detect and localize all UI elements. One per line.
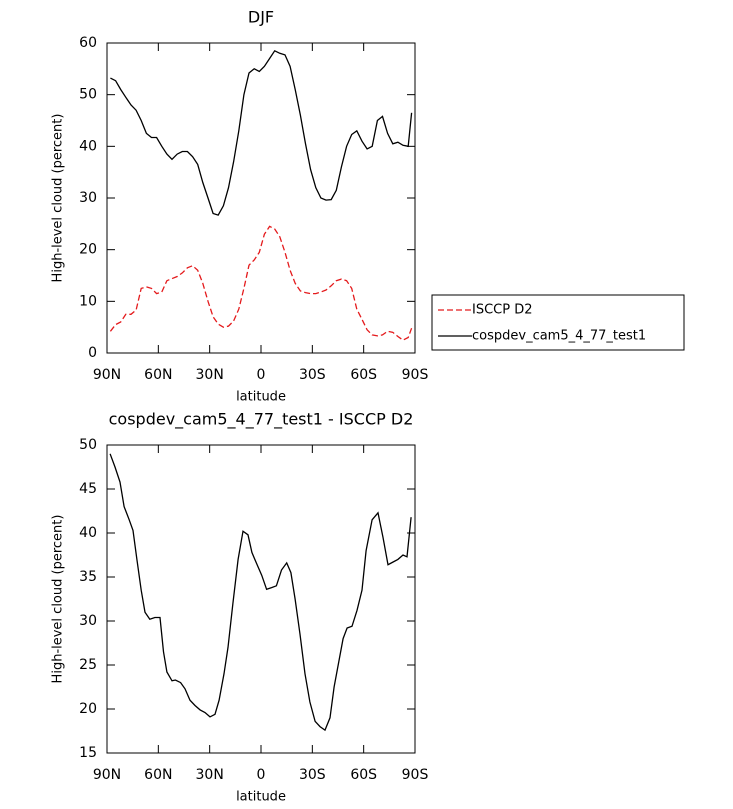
x-tick-label: 30N	[196, 767, 224, 783]
y-tick-label: 60	[79, 35, 97, 51]
x-tick-label: 30S	[299, 367, 326, 383]
x-tick-label: 90N	[93, 767, 121, 783]
y-tick-label: 50	[79, 87, 97, 103]
x-tick-label: 90S	[402, 367, 429, 383]
y-tick-label: 20	[79, 701, 97, 717]
x-tick-label: 90N	[93, 367, 121, 383]
y-tick-label: 0	[88, 345, 97, 361]
x-tick-label: 60S	[350, 367, 377, 383]
data-line	[109, 453, 412, 732]
legend-label: ISCCP D2	[472, 303, 533, 318]
y-tick-label: 15	[79, 745, 97, 761]
y-tick-label: 20	[79, 242, 97, 258]
y-tick-label: 45	[79, 481, 97, 497]
x-tick-label: 0	[257, 767, 266, 783]
x-tick-label: 60N	[144, 767, 172, 783]
plot-frame	[106, 444, 416, 754]
y-tick-label: 30	[79, 613, 97, 629]
chart-title: cospdev_cam5_4_77_test1 - ISCCP D2	[109, 410, 414, 430]
x-tick-label: 0	[257, 367, 266, 383]
x-axis-label: latitude	[236, 790, 286, 805]
x-tick-label: 90S	[402, 767, 429, 783]
y-axis-label: High-level cloud (percent)	[51, 114, 66, 283]
y-tick-label: 40	[79, 525, 97, 541]
y-tick-label: 50	[79, 437, 97, 453]
y-tick-label: 25	[79, 657, 97, 673]
legend-box	[431, 294, 685, 351]
y-tick-label: 40	[79, 138, 97, 154]
x-tick-label: 30S	[299, 767, 326, 783]
chart-title: DJF	[248, 8, 274, 27]
y-axis-label: High-level cloud (percent)	[51, 515, 66, 684]
y-tick-label: 35	[79, 569, 97, 585]
data-line	[109, 225, 413, 341]
legend-label: cospdev_cam5_4_77_test1	[472, 329, 646, 344]
x-axis-label: latitude	[236, 390, 286, 405]
x-tick-label: 60N	[144, 367, 172, 383]
plot-frame	[106, 42, 416, 354]
data-line	[110, 49, 413, 216]
x-tick-label: 60S	[350, 767, 377, 783]
y-tick-label: 10	[79, 293, 97, 309]
y-tick-label: 30	[79, 190, 97, 206]
x-tick-label: 30N	[196, 367, 224, 383]
